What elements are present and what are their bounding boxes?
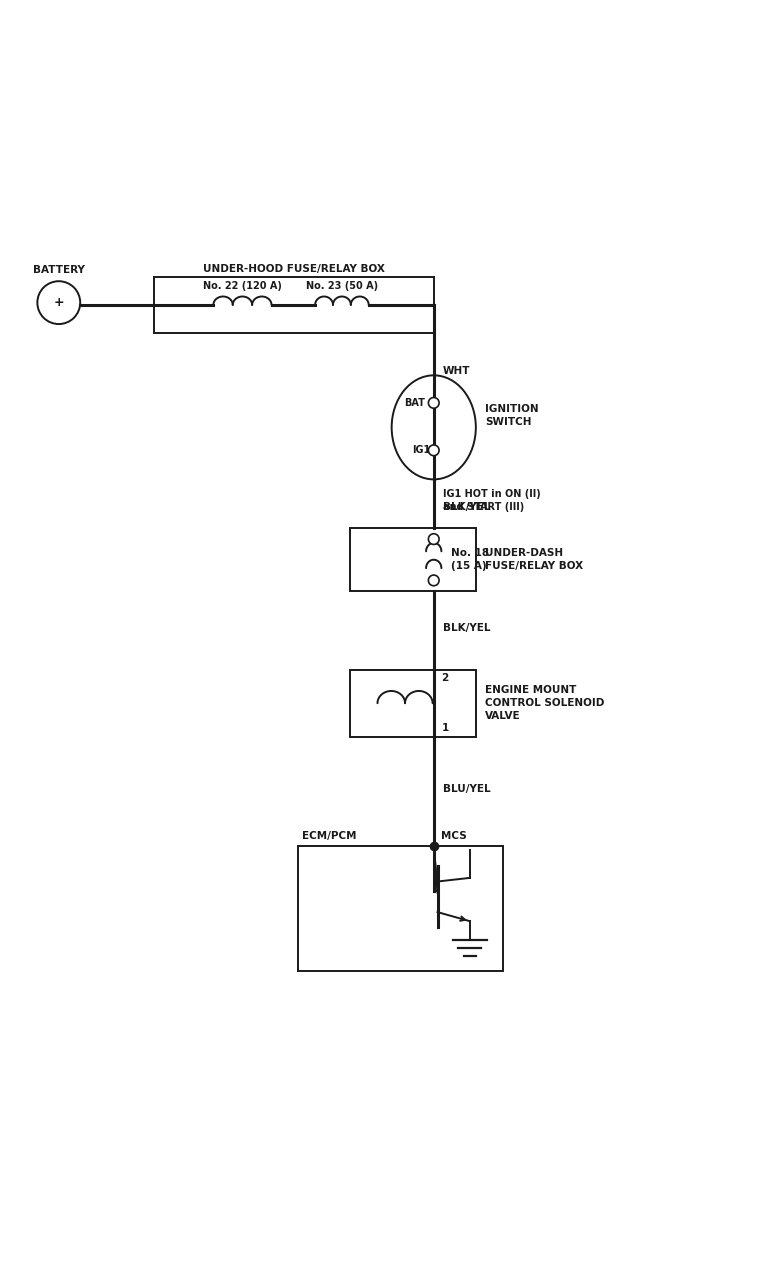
Text: +: +	[54, 296, 64, 309]
Text: WHT: WHT	[443, 366, 471, 376]
Bar	[298, 846, 502, 971]
Text: BATTERY: BATTERY	[33, 266, 84, 275]
Text: MCS: MCS	[442, 831, 467, 841]
Text: 2: 2	[442, 674, 449, 683]
Text: BLK/YEL: BLK/YEL	[443, 623, 491, 633]
Text: IG1: IG1	[412, 445, 430, 455]
Bar	[349, 529, 476, 591]
Circle shape	[429, 534, 439, 544]
Text: ENGINE MOUNT
CONTROL SOLENOID
VALVE: ENGINE MOUNT CONTROL SOLENOID VALVE	[485, 685, 604, 722]
Circle shape	[429, 445, 439, 456]
Text: UNDER-DASH
FUSE/RELAY BOX: UNDER-DASH FUSE/RELAY BOX	[485, 548, 583, 572]
Bar	[349, 670, 476, 736]
Text: BLK/YEL: BLK/YEL	[443, 502, 491, 512]
Text: No. 18
(15 A): No. 18 (15 A)	[451, 548, 488, 572]
Text: BAT: BAT	[404, 398, 425, 408]
Text: ECM/PCM: ECM/PCM	[302, 831, 356, 841]
Bar	[154, 277, 434, 333]
Text: BLU/YEL: BLU/YEL	[443, 783, 491, 793]
Text: No. 23 (50 A): No. 23 (50 A)	[306, 281, 378, 291]
Text: 1: 1	[442, 723, 449, 733]
Circle shape	[429, 574, 439, 586]
Text: UNDER-HOOD FUSE/RELAY BOX: UNDER-HOOD FUSE/RELAY BOX	[204, 263, 385, 273]
Circle shape	[429, 398, 439, 408]
Text: IGNITION
SWITCH: IGNITION SWITCH	[485, 404, 538, 427]
Text: IG1 HOT in ON (II)
and START (III): IG1 HOT in ON (II) and START (III)	[443, 488, 541, 512]
Text: No. 22 (120 A): No. 22 (120 A)	[203, 281, 282, 291]
